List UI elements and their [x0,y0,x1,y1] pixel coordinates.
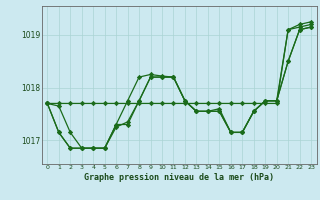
X-axis label: Graphe pression niveau de la mer (hPa): Graphe pression niveau de la mer (hPa) [84,173,274,182]
